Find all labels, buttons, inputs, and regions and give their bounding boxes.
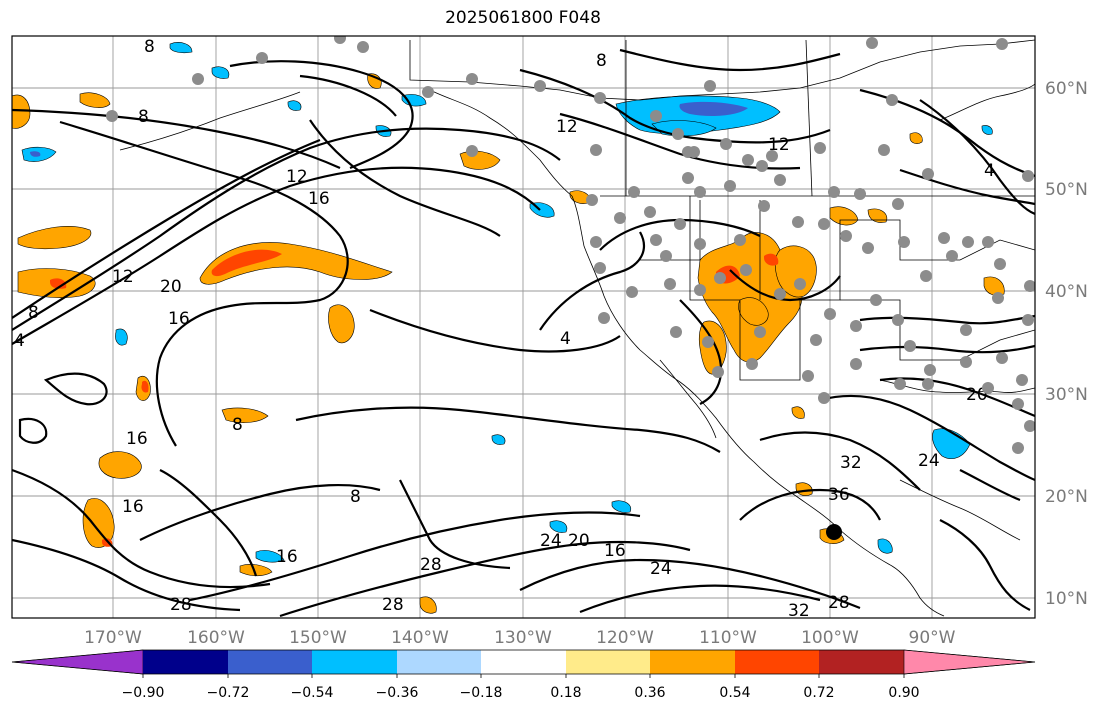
contour-label: 24 [918, 451, 940, 471]
contour-label: 12 [112, 267, 134, 287]
contour-label: 4 [14, 331, 25, 351]
contour-label: 20 [160, 277, 182, 297]
lat-tick-label: 60°N [1045, 79, 1088, 99]
contour-label: 24 [540, 531, 562, 551]
colorbar-tick-label: −0.72 [207, 685, 250, 701]
lon-tick-label: 90°W [909, 628, 956, 648]
colorbar-tick-label: 0.54 [719, 685, 750, 701]
colorbar-tick-label: −0.36 [376, 685, 419, 701]
contour-label: 12 [768, 135, 790, 155]
contour-label: 16 [604, 541, 626, 561]
colorbar-segment [143, 650, 228, 674]
contour-lines [12, 48, 1035, 618]
contour-label: 12 [286, 167, 308, 187]
contour-label: 4 [984, 161, 995, 181]
highlight-station-marker [826, 524, 842, 540]
lon-tick-label: 120°W [596, 628, 654, 648]
contour-label: 28 [828, 593, 850, 613]
contour-label: 28 [382, 595, 404, 615]
colorbar-segment [735, 650, 819, 674]
latitude-axis: 60°N 50°N 40°N 30°N 20°N 10°N [1045, 79, 1088, 609]
contour-label: 28 [170, 595, 192, 615]
colorbar-segment [650, 650, 735, 674]
lat-tick-label: 50°N [1045, 180, 1088, 200]
lon-tick-label: 130°W [494, 628, 552, 648]
lat-lon-gridlines [12, 36, 1035, 618]
contour-label: 8 [138, 107, 149, 127]
contour-label: 16 [126, 429, 148, 449]
lon-tick-label: 150°W [289, 628, 347, 648]
shaded-field-strong-negative [30, 101, 748, 157]
colorbar-segment [228, 650, 312, 674]
contour-label: 16 [122, 497, 144, 517]
contour-label: 20 [568, 531, 590, 551]
lat-tick-label: 10°N [1045, 589, 1088, 609]
lon-tick-label: 100°W [801, 628, 859, 648]
contour-label: 4 [560, 329, 571, 349]
lon-tick-label: 140°W [391, 628, 449, 648]
lon-tick-label: 170°W [84, 628, 142, 648]
colorbar-segment [481, 650, 566, 674]
colorbar-segment [11, 649, 144, 675]
colorbar-segment [397, 650, 481, 674]
contour-label: 16 [308, 189, 330, 209]
longitude-axis: 170°W 160°W 150°W 140°W 130°W 120°W 110°… [84, 628, 956, 648]
colorbar-tick-label: 0.72 [803, 685, 834, 701]
colorbar-tick-label: −0.54 [291, 685, 334, 701]
station-markers [106, 36, 1035, 454]
lat-tick-label: 30°N [1045, 385, 1088, 405]
colorbar-segment [566, 650, 650, 674]
contour-label: 8 [350, 487, 361, 507]
contour-label: 20 [966, 385, 988, 405]
colorbar-tick-label: 0.90 [888, 685, 919, 701]
coastlines-and-borders [119, 39, 1035, 617]
contour-label: 8 [144, 37, 155, 57]
contour-label: 16 [168, 309, 190, 329]
colorbar [11, 649, 1036, 678]
contour-label: 8 [232, 415, 243, 435]
lat-tick-label: 40°N [1045, 282, 1088, 302]
colorbar-tick-label: 0.36 [634, 685, 665, 701]
contour-labels: 8 8 12 12 16 20 12 8 4 4 16 16 8 8 16 28… [14, 37, 995, 621]
colorbar-segment [903, 649, 1036, 675]
lon-tick-label: 160°W [187, 628, 245, 648]
contour-label: 12 [556, 117, 578, 137]
colorbar-tick-label: −0.18 [460, 685, 503, 701]
colorbar-tick-label: 0.18 [550, 685, 581, 701]
contour-label: 28 [420, 555, 442, 575]
contour-label: 24 [650, 559, 672, 579]
lon-tick-label: 110°W [699, 628, 757, 648]
colorbar-segment [819, 650, 904, 674]
map-frame [11, 35, 1036, 619]
contour-label: 32 [788, 601, 810, 621]
contour-label: 16 [276, 547, 298, 567]
colorbar-segment [312, 650, 397, 674]
colorbar-tick-label: −0.90 [122, 685, 165, 701]
colorbar-tick-labels: −0.90 −0.72 −0.54 −0.36 −0.18 0.18 0.36 … [122, 685, 920, 701]
contour-label: 8 [596, 51, 607, 71]
contour-label: 32 [840, 453, 862, 473]
lat-tick-label: 20°N [1045, 487, 1088, 507]
contour-label: 36 [828, 485, 850, 505]
map-title: 2025061800 F048 [445, 8, 601, 28]
contour-label: 8 [28, 303, 39, 323]
